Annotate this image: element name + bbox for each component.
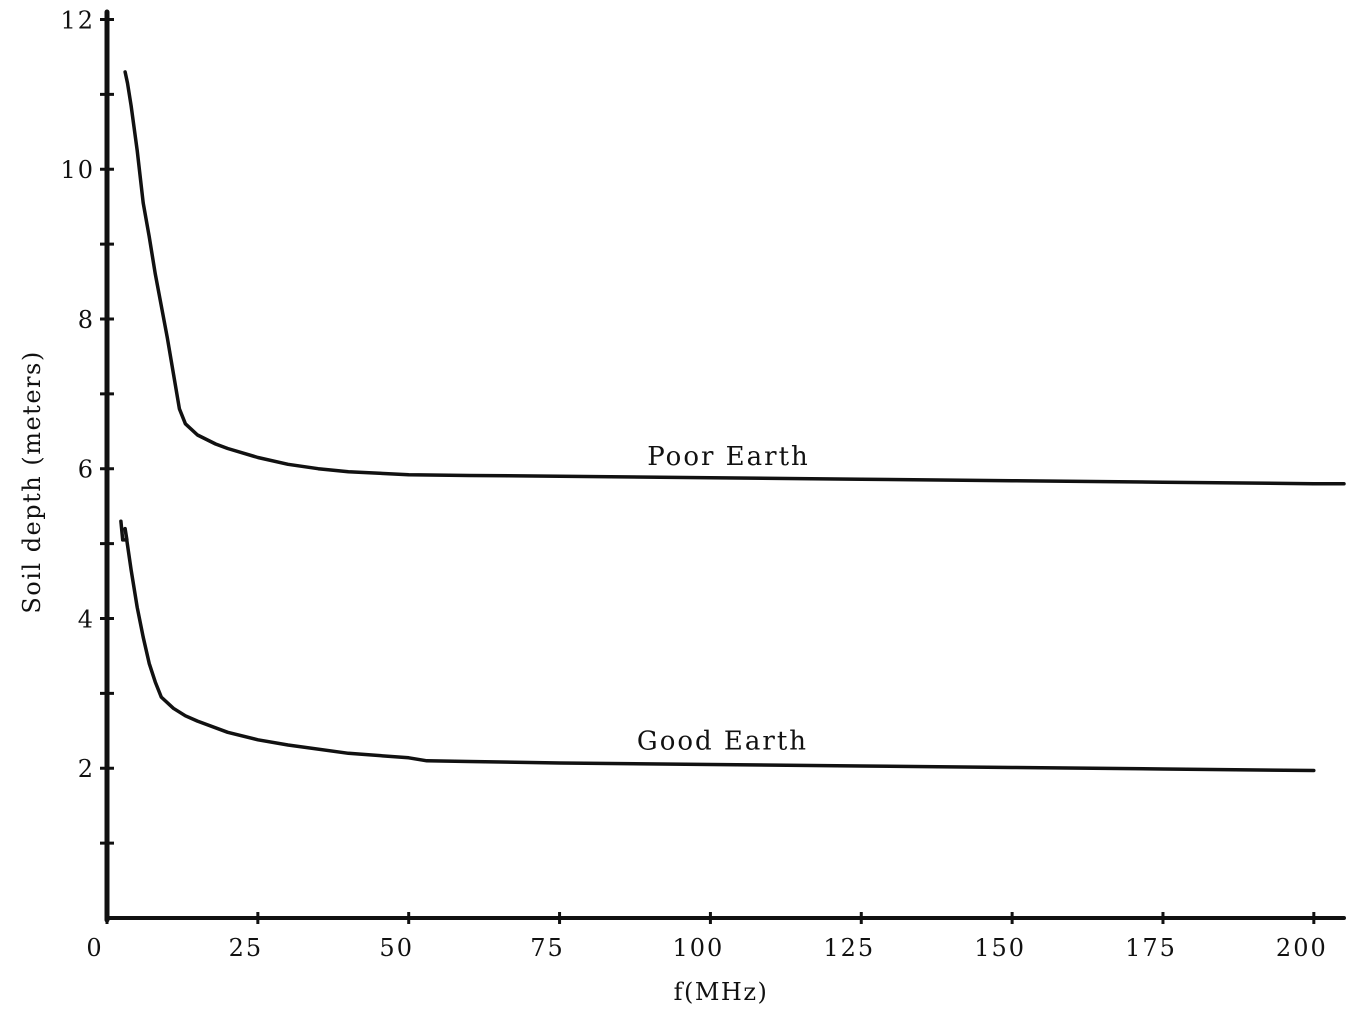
y-tick-label: 10: [60, 156, 95, 184]
y-tick-label: 6: [78, 456, 95, 484]
x-tick-label: 200: [1276, 934, 1328, 962]
x-tick-label: 50: [379, 934, 414, 962]
y-tick-label: 4: [78, 605, 95, 633]
series-line-good-earth: [119, 519, 1316, 773]
plot-area: 0 25 50 75 100 125 150 175 200 2 4 6 8 10 12 Poor Earth…: [60, 6, 1346, 962]
y-tick-label: 8: [78, 306, 95, 334]
x-tick-label: 175: [1125, 934, 1177, 962]
series-line-poor-earth: [123, 70, 1346, 486]
x-tick-label: 0: [86, 934, 103, 962]
y-axis-label: Soil depth (meters): [18, 350, 46, 613]
series-label-poor-earth: Poor Earth: [647, 442, 810, 472]
x-tick-label: 25: [229, 934, 264, 962]
x-axis-label: f(MHz): [674, 978, 769, 1006]
x-tick-label: 150: [974, 934, 1026, 962]
series-label-good-earth: Good Earth: [637, 727, 808, 757]
x-tick-label: 100: [673, 934, 725, 962]
x-tick-label: 75: [530, 934, 565, 962]
x-tick-label: 125: [823, 934, 875, 962]
y-tick-label: 12: [60, 6, 95, 34]
y-tick-label: 2: [78, 755, 95, 783]
